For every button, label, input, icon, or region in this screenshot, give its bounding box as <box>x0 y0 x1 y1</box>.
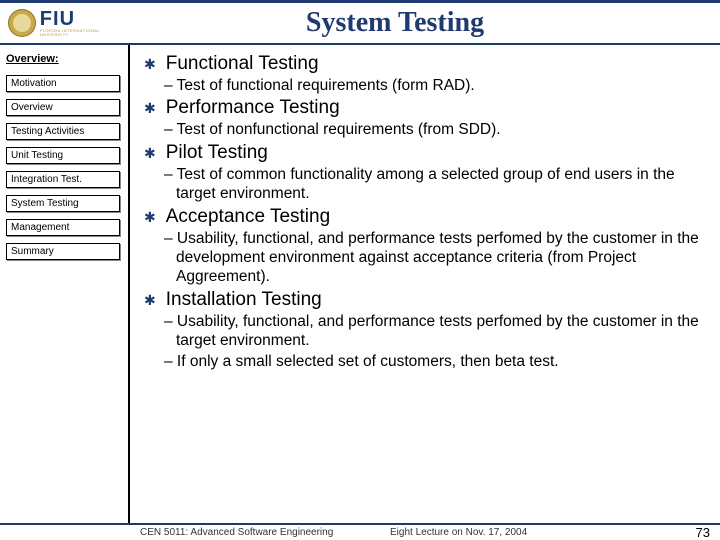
sidebar-item-integration-test[interactable]: Integration Test. <box>6 171 120 188</box>
bullet-icon: ✱ <box>144 101 156 115</box>
sidebar-item-summary[interactable]: Summary <box>6 243 120 260</box>
main: Overview: Motivation Overview Testing Ac… <box>0 45 720 523</box>
page-number: 73 <box>696 525 710 540</box>
item-sub: – Test of functional requirements (form … <box>144 76 706 95</box>
item-sub: – Usability, functional, and performance… <box>144 229 706 287</box>
sidebar: Overview: Motivation Overview Testing Ac… <box>0 45 130 523</box>
item-title: Acceptance Testing <box>166 206 330 228</box>
sidebar-title: Overview: <box>6 53 120 65</box>
item-title: Performance Testing <box>166 97 340 119</box>
item-sub: – Usability, functional, and performance… <box>144 312 706 351</box>
bullet-icon: ✱ <box>144 210 156 224</box>
footer: CEN 5011: Advanced Software Engineering … <box>0 523 720 540</box>
sidebar-item-testing-activities[interactable]: Testing Activities <box>6 123 120 140</box>
bullet-icon: ✱ <box>144 57 156 71</box>
logo: FIU FLORIDA INTERNATIONAL UNIVERSITY <box>0 2 130 44</box>
logo-seal-icon <box>8 9 36 37</box>
bullet-icon: ✱ <box>144 293 156 307</box>
item-title: Pilot Testing <box>166 142 268 164</box>
header: FIU FLORIDA INTERNATIONAL UNIVERSITY Sys… <box>0 3 720 45</box>
content: ✱ Functional Testing – Test of functiona… <box>130 45 720 523</box>
item-sub: – Test of common functionality among a s… <box>144 165 706 204</box>
bullet-icon: ✱ <box>144 146 156 160</box>
page-title: System Testing <box>130 7 720 39</box>
list-item: ✱ Installation Testing – Usability, func… <box>144 289 706 372</box>
sidebar-item-management[interactable]: Management <box>6 219 120 236</box>
sidebar-item-overview[interactable]: Overview <box>6 99 120 116</box>
footer-course: CEN 5011: Advanced Software Engineering <box>140 527 390 538</box>
list-item: ✱ Acceptance Testing – Usability, functi… <box>144 206 706 287</box>
logo-text: FIU <box>40 9 130 29</box>
sidebar-item-system-testing[interactable]: System Testing <box>6 195 120 212</box>
list-item: ✱ Pilot Testing – Test of common functio… <box>144 142 706 204</box>
list-item: ✱ Performance Testing – Test of nonfunct… <box>144 97 706 139</box>
item-title: Functional Testing <box>166 53 319 75</box>
logo-subtext: FLORIDA INTERNATIONAL UNIVERSITY <box>40 29 130 37</box>
item-title: Installation Testing <box>166 289 322 311</box>
sidebar-item-motivation[interactable]: Motivation <box>6 75 120 92</box>
footer-lecture: Eight Lecture on Nov. 17, 2004 <box>390 527 696 538</box>
item-sub: – If only a small selected set of custom… <box>144 352 706 371</box>
item-sub: – Test of nonfunctional requirements (fr… <box>144 120 706 139</box>
list-item: ✱ Functional Testing – Test of functiona… <box>144 53 706 95</box>
sidebar-item-unit-testing[interactable]: Unit Testing <box>6 147 120 164</box>
